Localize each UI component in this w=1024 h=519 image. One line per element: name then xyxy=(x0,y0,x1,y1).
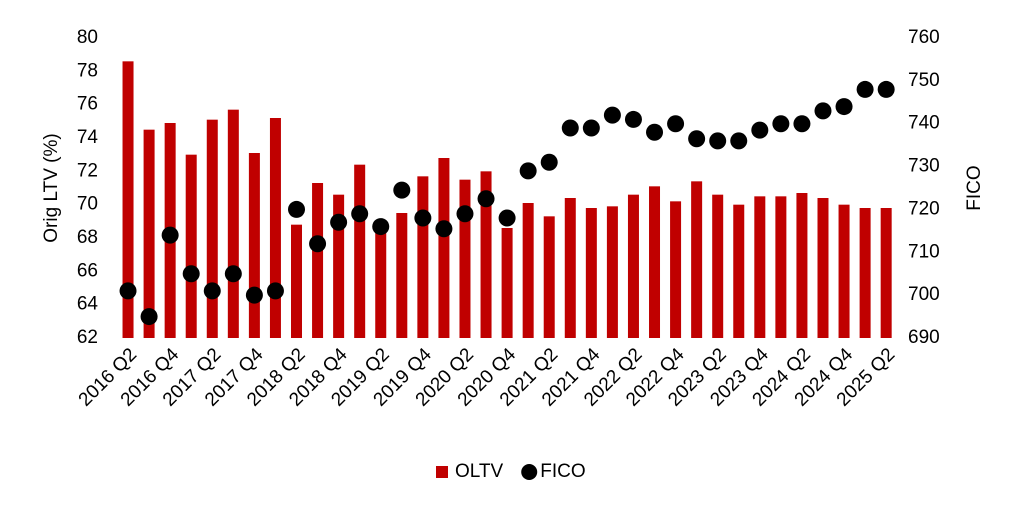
y-axis-title: Orig LTV (%) xyxy=(41,133,62,242)
point xyxy=(161,226,179,244)
point xyxy=(266,282,284,300)
bar xyxy=(354,164,366,338)
point xyxy=(435,220,453,238)
bar xyxy=(733,204,745,338)
y-tick-label: 78 xyxy=(77,60,98,81)
y-tick-label: 80 xyxy=(77,27,98,48)
y-tick-label: 72 xyxy=(77,160,98,181)
y2-tick-label: 690 xyxy=(908,327,940,348)
point xyxy=(498,209,516,227)
point xyxy=(561,119,579,137)
bar xyxy=(649,186,661,338)
bar xyxy=(838,204,850,338)
point xyxy=(351,205,369,223)
bar xyxy=(206,119,218,339)
point xyxy=(393,181,411,199)
point xyxy=(814,102,832,120)
point xyxy=(119,282,137,300)
bar xyxy=(564,198,576,338)
point xyxy=(140,308,158,326)
y-tick-label: 76 xyxy=(77,94,98,115)
bar xyxy=(712,194,724,338)
point xyxy=(877,80,895,98)
bar xyxy=(691,181,703,338)
bar xyxy=(248,153,260,338)
bar xyxy=(522,203,534,338)
y-tick-label: 70 xyxy=(77,194,98,215)
bar xyxy=(670,201,682,338)
point xyxy=(245,286,263,304)
point xyxy=(709,132,727,150)
point xyxy=(182,265,200,283)
bar xyxy=(817,198,829,338)
bar xyxy=(501,228,513,338)
point xyxy=(582,119,600,137)
bar xyxy=(417,176,429,338)
point xyxy=(288,200,306,218)
bar xyxy=(185,154,197,338)
bar xyxy=(627,194,639,338)
point xyxy=(372,218,390,236)
legend-label: FICO xyxy=(540,461,585,482)
y-tick-label: 62 xyxy=(77,327,98,348)
bar xyxy=(796,193,808,338)
point xyxy=(793,115,811,133)
point xyxy=(203,282,221,300)
y-tick-label: 68 xyxy=(77,227,98,248)
point xyxy=(730,132,748,150)
point xyxy=(667,115,685,133)
bar xyxy=(312,183,324,338)
y2-tick-label: 740 xyxy=(908,113,940,134)
y-tick-label: 66 xyxy=(77,260,98,281)
bar xyxy=(122,61,134,338)
point xyxy=(309,235,327,253)
bar xyxy=(585,208,597,338)
y-tick-label: 74 xyxy=(77,127,99,148)
point xyxy=(456,205,474,223)
bar xyxy=(459,179,471,338)
legend-swatch xyxy=(521,464,538,480)
bar xyxy=(269,118,281,338)
legend-label: OLTV xyxy=(455,461,504,482)
point xyxy=(835,98,853,116)
legend-swatch xyxy=(436,466,448,478)
point xyxy=(519,162,537,180)
y2-tick-label: 710 xyxy=(908,241,940,262)
bar xyxy=(880,208,892,338)
bar xyxy=(543,216,555,338)
bar xyxy=(375,221,387,338)
bar xyxy=(291,224,303,338)
bar xyxy=(143,129,155,338)
y2-tick-label: 730 xyxy=(908,156,940,177)
y2-tick-label: 760 xyxy=(908,27,940,48)
y2-tick-label: 720 xyxy=(908,198,940,219)
point xyxy=(330,213,348,231)
point xyxy=(224,265,242,283)
bar xyxy=(227,109,239,339)
point xyxy=(477,190,495,208)
point xyxy=(540,153,558,171)
y2-tick-label: 750 xyxy=(908,70,940,91)
y2-axis-title: FICO xyxy=(964,165,985,210)
bar xyxy=(438,158,450,338)
y-tick-label: 64 xyxy=(77,294,99,315)
point xyxy=(603,106,621,124)
point xyxy=(751,121,769,139)
point xyxy=(688,130,706,148)
bar xyxy=(333,194,345,338)
y2-tick-label: 700 xyxy=(908,284,940,305)
bar xyxy=(775,196,787,338)
point xyxy=(856,80,874,98)
bar xyxy=(859,208,871,338)
point xyxy=(646,123,664,141)
bar xyxy=(606,206,618,338)
point xyxy=(772,115,790,133)
bar xyxy=(754,196,766,338)
bar xyxy=(480,171,492,338)
bar xyxy=(396,213,408,338)
point xyxy=(414,209,432,227)
point xyxy=(624,110,642,128)
